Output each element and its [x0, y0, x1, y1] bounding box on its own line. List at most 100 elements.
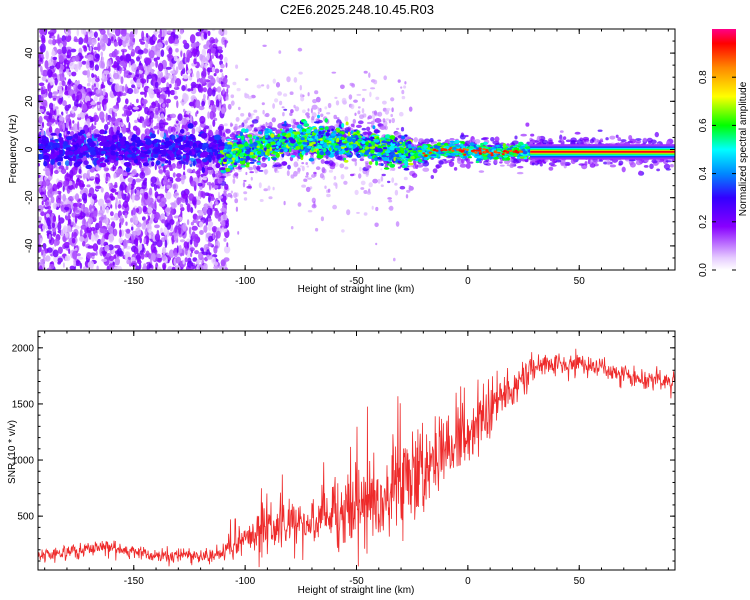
spectrogram-cell	[102, 219, 108, 224]
spectrogram-cell	[227, 103, 232, 110]
spectrogram-cell	[258, 182, 262, 189]
spectrogram-cell	[45, 167, 51, 177]
spectrogram-cell	[74, 193, 80, 202]
spectrogram-cell	[135, 178, 142, 183]
spectrogram-cell	[107, 29, 110, 36]
spectrogram-cell	[380, 184, 384, 187]
spectrogram-cell	[373, 110, 378, 116]
spectrogram-cell	[218, 265, 223, 269]
spectrogram-cell	[333, 182, 338, 186]
spectrogram-cell	[103, 173, 107, 179]
spectrogram-cell	[286, 76, 291, 83]
spectrogram-cell	[143, 121, 147, 129]
spectrogram-cell	[172, 172, 176, 178]
spectrogram-cell	[190, 180, 197, 187]
spectrogram-cell	[539, 138, 545, 142]
spectrogram-cell	[311, 104, 318, 110]
spectrogram-cell	[217, 177, 223, 184]
spectrogram-cell	[305, 175, 309, 178]
spectrogram-cell	[609, 135, 616, 140]
spectrogram-cell	[405, 194, 409, 199]
spectrogram-cell	[161, 87, 167, 92]
spectrogram-cell	[375, 242, 378, 246]
spectrogram-cell	[273, 164, 278, 168]
spectrogram-cell	[396, 127, 400, 130]
spectrogram-cell	[237, 231, 240, 235]
spectrogram-cell	[64, 84, 68, 91]
spectrogram-cell	[120, 76, 124, 85]
spectrogram-cell	[152, 36, 158, 42]
spectrogram-cell	[317, 111, 320, 115]
spectrogram-cell	[366, 191, 372, 195]
spectrogram-cell	[359, 114, 364, 119]
spectrogram-cell	[221, 220, 226, 227]
spectrogram-cell	[156, 239, 163, 248]
spectrogram-cell	[83, 160, 89, 166]
spectrogram-cell	[124, 83, 128, 94]
spectrogram-cell	[214, 208, 218, 212]
spectrogram-cell	[357, 110, 361, 115]
spectrogram-cell	[297, 202, 302, 207]
spectrogram-cell	[230, 94, 235, 99]
spectrogram-cell	[235, 206, 238, 212]
spectrogram-cell	[132, 106, 140, 110]
spectrogram-cell	[201, 249, 205, 254]
spectrogram-cell	[108, 233, 114, 243]
spectrogram-cell	[394, 182, 398, 186]
spectrogram-cell	[195, 112, 198, 117]
spectrogram-cell	[225, 128, 231, 134]
spectrogram-cell	[115, 250, 118, 255]
spectrogram-cell	[118, 168, 124, 174]
spectrogram-cell	[307, 210, 313, 213]
spectrogram-cell	[110, 204, 113, 209]
spectrogram-cell	[281, 106, 285, 109]
spectrogram-cell	[62, 225, 68, 235]
spectrogram-cell	[112, 261, 115, 266]
spectrogram-cell	[578, 163, 585, 166]
spectrogram-cell	[259, 199, 264, 202]
spectrogram-cell	[204, 63, 208, 69]
spectrogram-cell	[74, 215, 78, 224]
spectrogram-cell	[39, 125, 43, 129]
spectrogram-cell	[234, 198, 239, 204]
spectrogram-cell	[356, 93, 362, 96]
spectrogram-cell	[293, 161, 299, 168]
spectrogram-cell	[261, 102, 265, 106]
spectrogram-cell	[104, 214, 107, 220]
spectrogram-cell	[55, 61, 61, 70]
spectrogram-cell	[299, 84, 302, 91]
spectrogram-cell	[383, 75, 388, 81]
spectrogram-cell	[38, 216, 42, 221]
spectrogram-cell	[374, 222, 379, 228]
spectrogram-cell	[381, 173, 386, 177]
spectrogram-cell	[89, 125, 97, 130]
spectrogram-cell	[223, 192, 227, 196]
spectrogram-cell	[643, 165, 649, 168]
spectrogram-cell	[307, 108, 310, 112]
spectrogram-cell	[69, 265, 75, 270]
spectrogram-cell	[108, 182, 111, 187]
spectrogram-cell	[115, 197, 118, 206]
spectrogram-cell	[206, 166, 213, 171]
spectrogram-cell	[313, 171, 317, 175]
spectrogram-cell	[215, 49, 219, 59]
spectrogram-cell	[163, 122, 169, 126]
spectrogram-cell	[128, 61, 131, 68]
spectrogram-cell	[350, 123, 355, 128]
spectrogram-cell	[203, 225, 208, 233]
spectrogram-cell	[121, 218, 124, 226]
spectrogram-cell	[126, 228, 131, 234]
spectrogram-cell	[131, 226, 134, 231]
spectrogram-cell	[42, 185, 46, 192]
spectrogram-cell	[141, 99, 148, 105]
spectrogram-cell	[192, 168, 196, 174]
spectrogram-cell	[191, 231, 196, 240]
spectrogram-cell	[298, 71, 303, 75]
spectrogram-cell	[61, 46, 67, 55]
spectrogram-cell	[377, 111, 383, 117]
spectrogram-cell	[122, 50, 125, 58]
spectrogram-cell	[48, 82, 51, 89]
spectrogram-cell	[116, 63, 120, 71]
spectrogram-cell	[51, 222, 56, 229]
spectrogram-cell	[226, 88, 229, 94]
